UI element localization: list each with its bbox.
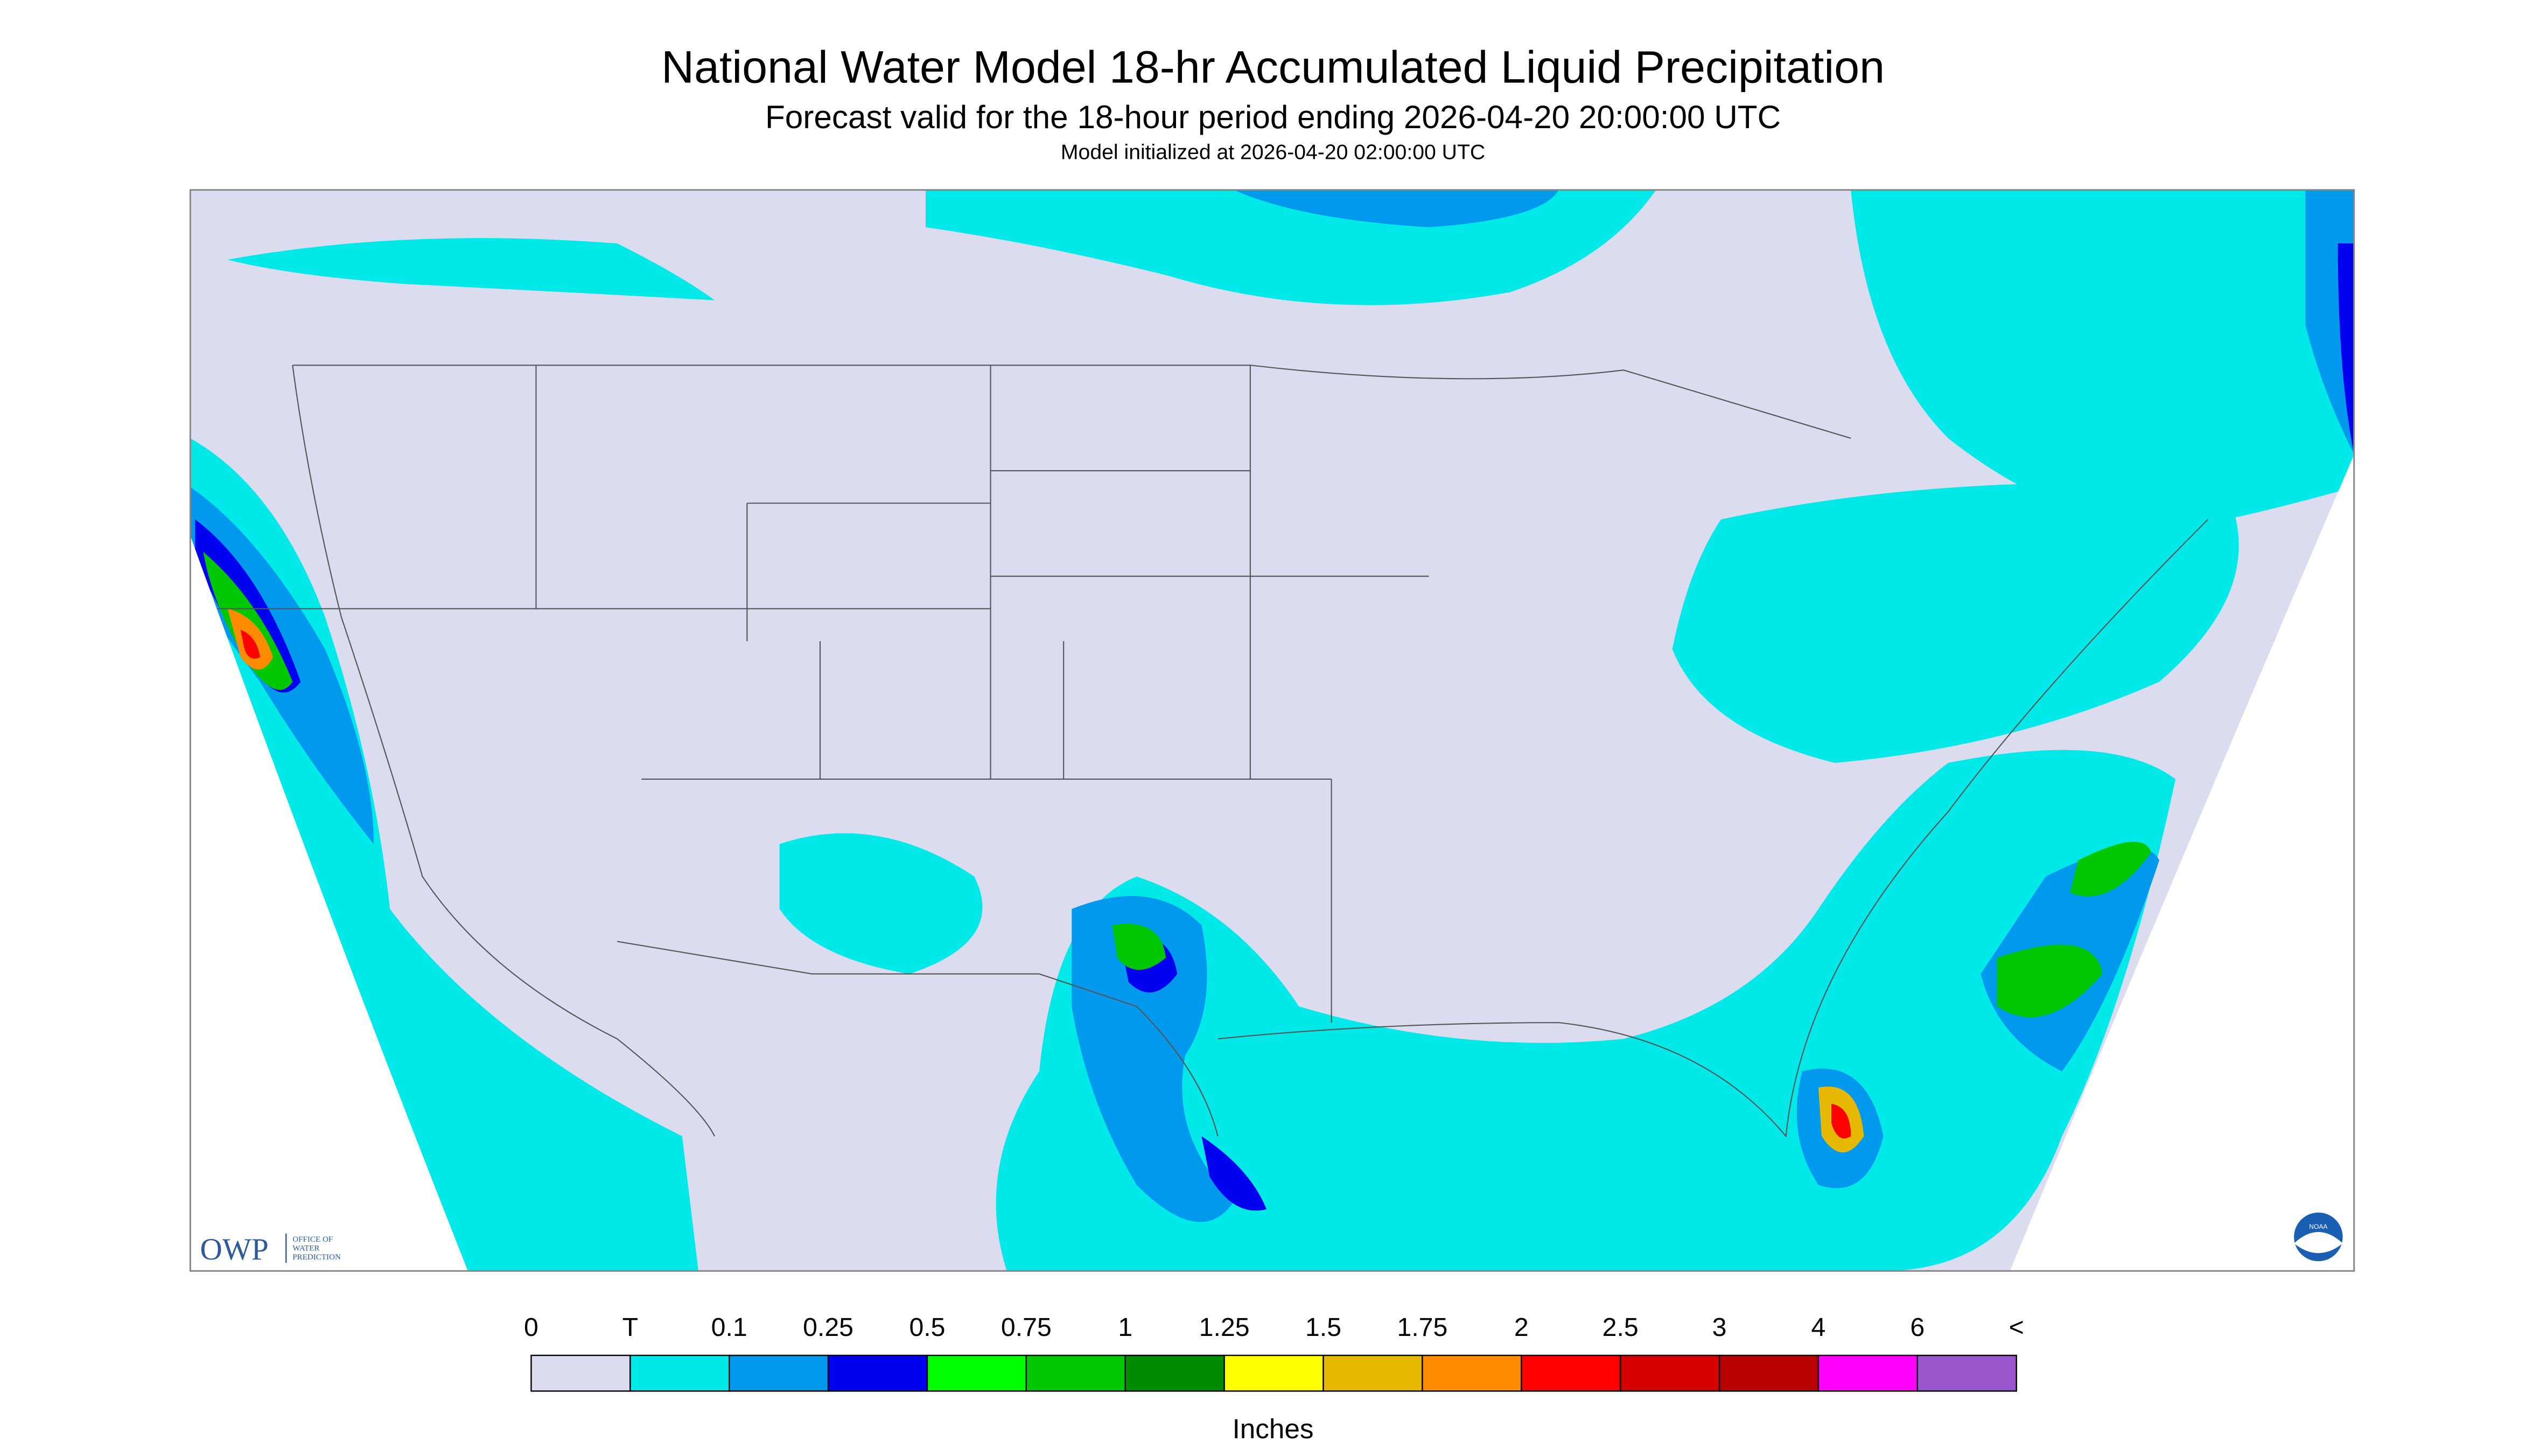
colorbar-box <box>1619 1354 1720 1392</box>
borders <box>190 365 2209 1138</box>
colorbar-label: 4 <box>1811 1313 1826 1342</box>
precip-peak <box>227 608 1864 1153</box>
owp-logo-text: OWP <box>200 1233 268 1266</box>
colorbar-box <box>629 1354 730 1392</box>
colorbar-box <box>1124 1354 1225 1392</box>
colorbar-label: 2.5 <box>1603 1313 1639 1342</box>
owp-logo-line: PREDICTION <box>292 1253 341 1262</box>
colorbar-unit: Inches <box>1233 1413 1314 1444</box>
colorbar-box <box>530 1354 631 1392</box>
projection-mask-right <box>2010 454 2354 1271</box>
subtitle: Forecast valid for the 18-hour period en… <box>765 99 1781 135</box>
colorbar-box <box>1323 1354 1423 1392</box>
colorbar-label: 1.5 <box>1305 1313 1341 1342</box>
init-note: Model initialized at 2026-04-20 02:00:00… <box>1061 141 1485 164</box>
projection-mask-left <box>190 535 468 1271</box>
noaa-logo: NOAA <box>2294 1212 2343 1262</box>
colorbar-box <box>926 1354 1027 1392</box>
map-frame <box>189 189 2355 1272</box>
colorbar-label: < <box>2009 1313 2024 1342</box>
colorbar-label: 1 <box>1118 1313 1132 1342</box>
noaa-wave <box>2294 1232 2343 1254</box>
colorbar-label: 0.25 <box>803 1313 853 1342</box>
colorbar-label: 1.25 <box>1199 1313 1250 1342</box>
colorbar-label: 1.75 <box>1397 1313 1447 1342</box>
colorbar-label: 0 <box>524 1313 538 1342</box>
title: National Water Model 18-hr Accumulated L… <box>661 42 1885 93</box>
colorbar-label: 0.5 <box>909 1313 945 1342</box>
colorbar-label: 0.1 <box>711 1313 747 1342</box>
colorbar-box <box>1422 1354 1522 1392</box>
colorbar-box <box>1521 1354 1621 1392</box>
owp-logo-line: WATER <box>292 1244 320 1253</box>
colorbar: 0 T 0.1 0.25 0.5 0.75 1 1.25 1.5 1.75 2 2.5 3 4 6 < <box>524 1313 2024 1392</box>
colorbar-label: 2 <box>1514 1313 1529 1342</box>
colorbar-label: 0.75 <box>1001 1313 1052 1342</box>
colorbar-box <box>827 1354 928 1392</box>
colorbar-box <box>1025 1354 1126 1392</box>
colorbar-label: 3 <box>1712 1313 1727 1342</box>
colorbar-label: T <box>622 1313 638 1342</box>
colorbar-label: 6 <box>1910 1313 1925 1342</box>
colorbar-box <box>728 1354 829 1392</box>
colorbar-box <box>1916 1354 2017 1392</box>
colorbar-box <box>1817 1354 1919 1392</box>
colorbar-box <box>1223 1354 1324 1392</box>
colorbar-box <box>1718 1354 1820 1392</box>
noaa-text: NOAA <box>2309 1223 2328 1230</box>
owp-logo-line: OFFICE OF <box>292 1235 333 1244</box>
